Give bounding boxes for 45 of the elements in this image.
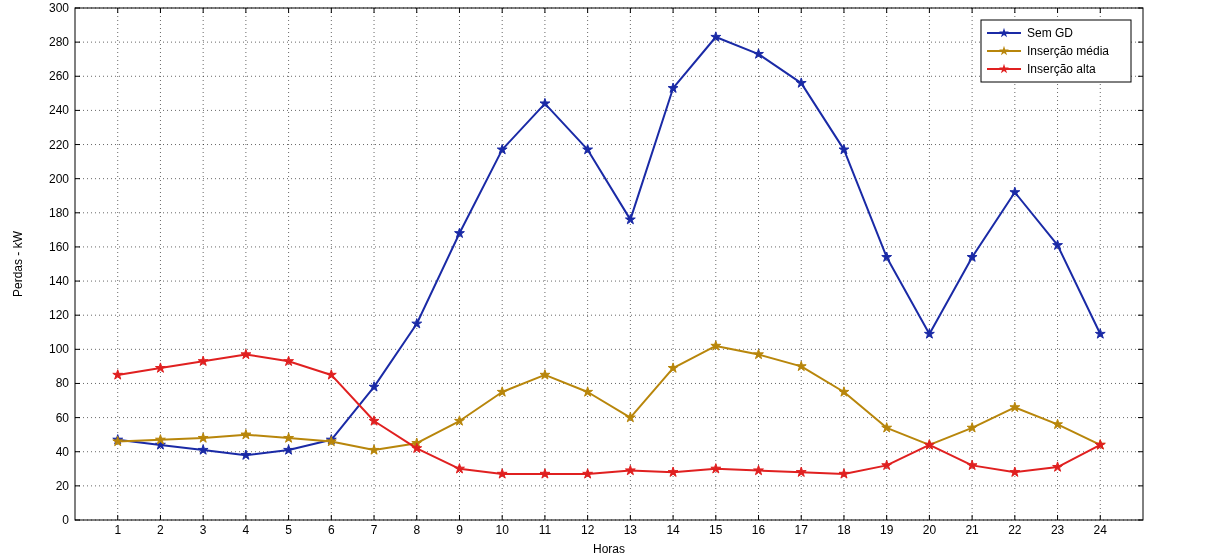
y-tick-label: 240 <box>48 103 70 118</box>
y-tick-label: 260 <box>48 69 70 84</box>
x-tick-label: 5 <box>285 523 293 537</box>
y-tick-label: 160 <box>48 239 70 254</box>
y-tick-label: 220 <box>48 137 70 152</box>
x-tick-label: 24 <box>1093 523 1108 537</box>
x-tick-label: 23 <box>1050 523 1065 537</box>
x-tick-label: 7 <box>370 523 378 537</box>
y-tick-label: 20 <box>55 478 70 493</box>
x-tick-label: 6 <box>327 523 335 537</box>
y-tick-label: 40 <box>55 444 70 459</box>
x-tick-label: 11 <box>538 523 552 537</box>
x-tick-label: 18 <box>837 523 851 537</box>
y-axis-title: Perdas - kW <box>11 230 25 298</box>
y-tick-label: 80 <box>55 376 70 391</box>
x-tick-label: 19 <box>880 523 894 537</box>
x-tick-label: 20 <box>922 523 937 537</box>
x-axis-title: Horas <box>592 542 626 554</box>
legend-label: Inserção alta <box>1027 62 1097 76</box>
y-tick-label: 140 <box>48 274 70 289</box>
y-tick-label: 280 <box>48 35 70 50</box>
y-tick-label: 100 <box>48 342 70 357</box>
y-tick-label: 300 <box>48 1 70 15</box>
legend-label: Sem GD <box>1027 26 1074 40</box>
y-tick-label: 60 <box>55 410 70 425</box>
x-tick-label: 8 <box>413 523 421 537</box>
legend-label: Inserção média <box>1027 44 1110 58</box>
x-tick-label: 4 <box>242 523 250 537</box>
x-tick-label: 1 <box>114 523 122 537</box>
x-tick-label: 3 <box>199 523 207 537</box>
x-tick-label: 12 <box>580 523 595 537</box>
y-tick-label: 180 <box>48 205 70 220</box>
x-tick-label: 2 <box>157 523 165 537</box>
y-tick-label: 0 <box>62 513 70 527</box>
y-tick-label: 200 <box>48 171 70 186</box>
x-tick-label: 21 <box>965 523 980 537</box>
x-tick-label: 14 <box>666 523 681 537</box>
x-tick-label: 10 <box>495 523 510 537</box>
x-tick-label: 17 <box>794 523 809 537</box>
x-tick-label: 9 <box>456 523 464 537</box>
x-tick-label: 22 <box>1008 523 1022 537</box>
x-tick-label: 15 <box>709 523 723 537</box>
y-tick-label: 120 <box>48 308 70 323</box>
x-tick-label: 13 <box>623 523 638 537</box>
x-tick-label: 16 <box>751 523 766 537</box>
